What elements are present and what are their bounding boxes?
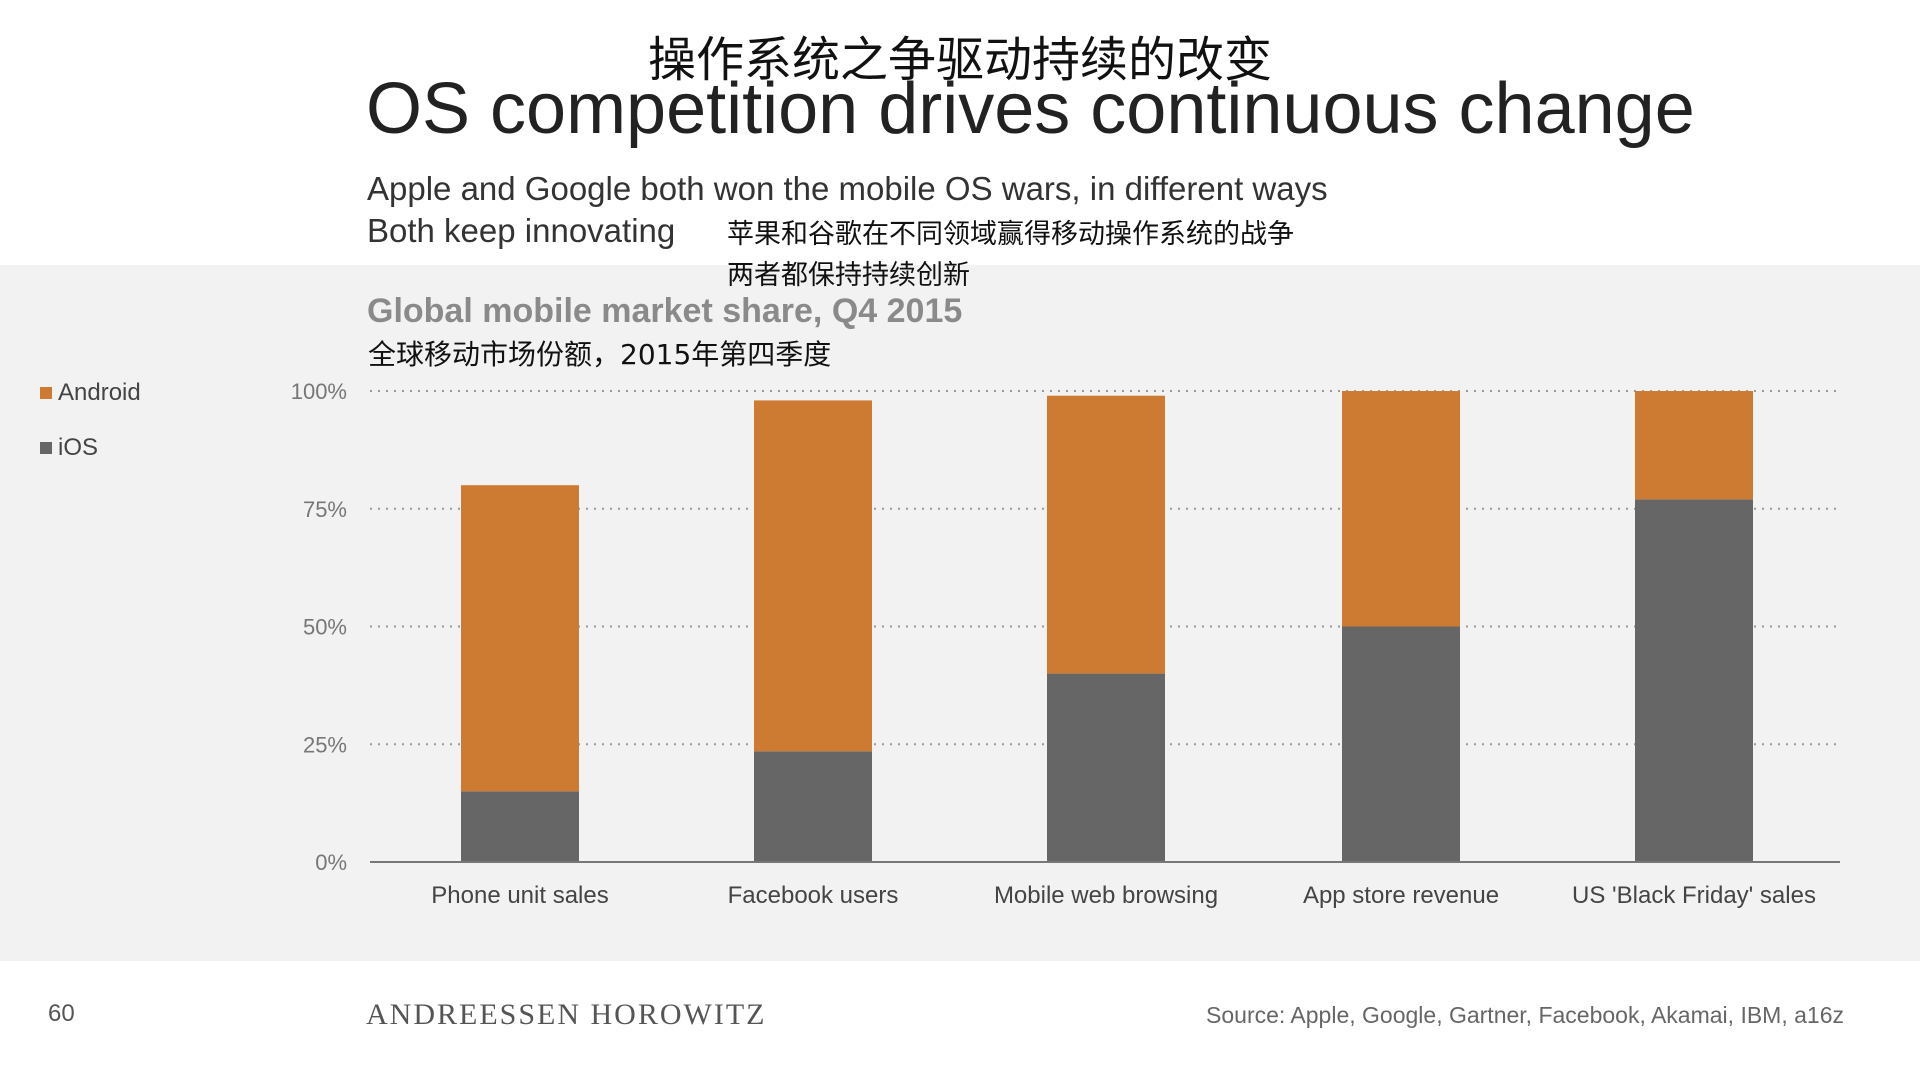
- bar-ios: [1047, 673, 1165, 862]
- bar-ios: [754, 751, 872, 862]
- chart-title: Global mobile market share, Q4 2015: [367, 292, 963, 330]
- legend-item-android: Android: [40, 378, 141, 408]
- bar-android: [754, 400, 872, 752]
- brand-logo-text: ANDREESSEN HOROWITZ: [366, 998, 767, 1031]
- legend-swatch-android: [40, 387, 52, 399]
- chart-panel: [0, 265, 1920, 961]
- title-chinese: 操作系统之争驱动持续的改变: [647, 32, 1272, 88]
- subtitle-english-line2: Both keep innovating: [367, 212, 676, 249]
- chart-legend: Android iOS: [40, 378, 141, 488]
- y-tick-label: 100%: [291, 379, 347, 404]
- source-note: Source: Apple, Google, Gartner, Facebook…: [1206, 1002, 1844, 1028]
- chart-subtitle-chinese: 全球移动市场份额，2015年第四季度: [368, 338, 832, 371]
- y-tick-label: 75%: [303, 497, 347, 522]
- x-tick-label: Mobile web browsing: [994, 882, 1218, 909]
- x-tick-label: US 'Black Friday' sales: [1572, 882, 1816, 909]
- title-english: OS competition drives continuous change: [366, 69, 1695, 149]
- legend-label-ios: iOS: [58, 434, 99, 461]
- legend-item-ios: iOS: [40, 433, 141, 463]
- bar-android: [461, 485, 579, 792]
- legend-swatch-ios: [40, 442, 52, 454]
- x-tick-label: Facebook users: [728, 882, 899, 909]
- y-tick-label: 25%: [303, 732, 347, 757]
- page-number: 60: [48, 1000, 75, 1027]
- subtitle-english-line1: Apple and Google both won the mobile OS …: [367, 170, 1328, 207]
- bar-android: [1047, 395, 1165, 674]
- legend-label-android: Android: [58, 379, 141, 406]
- bar-ios: [1342, 626, 1460, 862]
- bar-ios: [1635, 499, 1753, 862]
- y-tick-label: 50%: [303, 615, 347, 640]
- subtitle-chinese-line1: 苹果和谷歌在不同领域赢得移动操作系统的战争: [727, 219, 1294, 250]
- y-tick-label: 0%: [315, 850, 347, 875]
- x-tick-label: Phone unit sales: [431, 882, 608, 909]
- bar-android: [1635, 391, 1753, 500]
- bar-android: [1342, 391, 1460, 627]
- x-tick-label: App store revenue: [1303, 882, 1499, 909]
- bar-ios: [461, 791, 579, 862]
- subtitle-chinese-line2: 两者都保持持续创新: [727, 260, 970, 291]
